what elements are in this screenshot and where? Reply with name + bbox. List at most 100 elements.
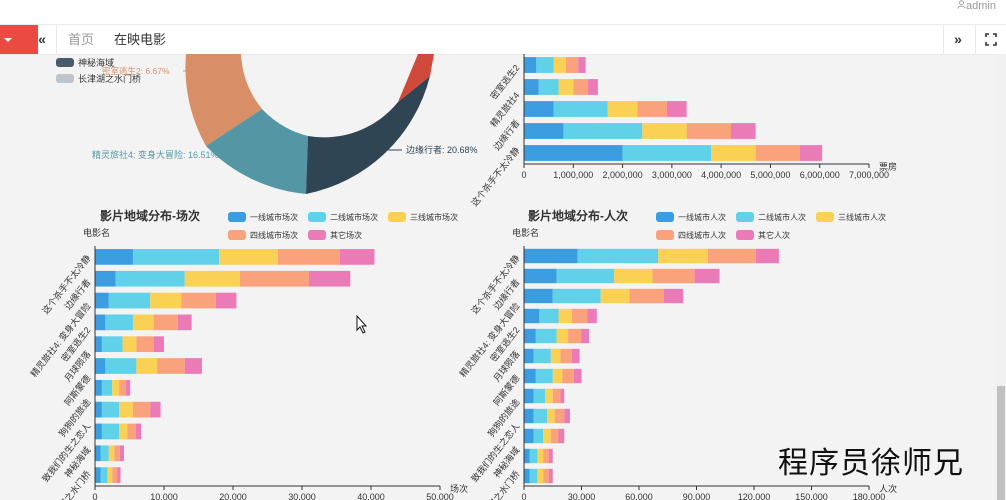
bar-segment[interactable] bbox=[755, 145, 800, 161]
bar-segment[interactable] bbox=[150, 292, 182, 309]
legend-label[interactable]: 二线城市场次 bbox=[330, 212, 378, 222]
bar-segment[interactable] bbox=[558, 428, 565, 444]
bar-segment[interactable] bbox=[556, 328, 569, 344]
bar-segment[interactable] bbox=[708, 248, 756, 264]
bar-segment[interactable] bbox=[552, 368, 563, 384]
bar-segment[interactable] bbox=[556, 268, 615, 284]
scroll-tabs-left-button[interactable]: « bbox=[28, 25, 57, 54]
bar-segment[interactable] bbox=[95, 423, 102, 440]
bar-segment[interactable] bbox=[533, 428, 544, 444]
bar-segment[interactable] bbox=[524, 57, 537, 73]
bar-segment[interactable] bbox=[95, 358, 106, 374]
bar-segment[interactable] bbox=[524, 101, 554, 117]
bar-segment[interactable] bbox=[543, 428, 551, 444]
bar-segment[interactable] bbox=[637, 101, 667, 117]
bar-segment[interactable] bbox=[95, 292, 109, 309]
bar-segment[interactable] bbox=[553, 101, 608, 117]
bar-segment[interactable] bbox=[101, 401, 120, 418]
bar-segment[interactable] bbox=[548, 468, 553, 484]
bar-segment[interactable] bbox=[571, 308, 588, 324]
bar-segment[interactable] bbox=[538, 79, 559, 95]
tab-home[interactable]: 首页 bbox=[68, 32, 95, 47]
bar-segment[interactable] bbox=[100, 467, 108, 483]
bar-segment[interactable] bbox=[642, 123, 687, 139]
legend-label[interactable]: 三线城市场次 bbox=[410, 212, 458, 222]
bar-segment[interactable] bbox=[117, 467, 121, 483]
legend-label[interactable]: 四线城市人次 bbox=[678, 230, 726, 240]
bar-segment[interactable] bbox=[239, 270, 309, 287]
bar-segment[interactable] bbox=[554, 408, 565, 424]
bar-segment[interactable] bbox=[550, 428, 559, 444]
bar-segment[interactable] bbox=[277, 249, 340, 265]
bar-segment[interactable] bbox=[533, 388, 546, 404]
bar-segment[interactable] bbox=[562, 368, 574, 384]
pie-slice-red[interactable] bbox=[398, 54, 434, 102]
bar-segment[interactable] bbox=[95, 467, 101, 483]
bar-segment[interactable] bbox=[543, 468, 549, 484]
bar-segment[interactable] bbox=[184, 270, 240, 287]
legend-label[interactable]: 一线城市人次 bbox=[678, 212, 726, 222]
bar-segment[interactable] bbox=[565, 57, 579, 73]
bar-segment[interactable] bbox=[524, 428, 534, 444]
bar-segment[interactable] bbox=[529, 468, 538, 484]
bar-segment[interactable] bbox=[115, 270, 185, 287]
bar-segment[interactable] bbox=[550, 348, 561, 364]
bar-segment[interactable] bbox=[533, 348, 551, 364]
bar-segment[interactable] bbox=[127, 423, 136, 440]
bar-segment[interactable] bbox=[558, 79, 574, 95]
bar-segment[interactable] bbox=[105, 358, 137, 374]
bar-segment[interactable] bbox=[150, 401, 161, 418]
bar-segment[interactable] bbox=[587, 308, 597, 324]
bar-segment[interactable] bbox=[108, 445, 115, 462]
scroll-tabs-right-button[interactable]: » bbox=[943, 25, 972, 54]
pie-slice-secret-room[interactable] bbox=[185, 54, 262, 146]
bar-segment[interactable] bbox=[711, 145, 756, 161]
bar-segment[interactable] bbox=[122, 336, 137, 353]
bar-segment[interactable] bbox=[755, 248, 779, 264]
bar-segment[interactable] bbox=[548, 448, 553, 464]
pie-slice-edge[interactable] bbox=[306, 76, 430, 194]
bar-segment[interactable] bbox=[524, 408, 534, 424]
bar-segment[interactable] bbox=[537, 448, 544, 464]
bar-segment[interactable] bbox=[101, 379, 113, 396]
bar-segment[interactable] bbox=[114, 445, 120, 462]
bar-segment[interactable] bbox=[524, 348, 534, 364]
bar-segment[interactable] bbox=[536, 57, 554, 73]
bar-segment[interactable] bbox=[524, 288, 553, 304]
bar-segment[interactable] bbox=[686, 123, 731, 139]
tab-now-showing[interactable]: 在映电影 bbox=[114, 32, 167, 47]
bar-segment[interactable] bbox=[663, 288, 684, 304]
bar-segment[interactable] bbox=[524, 368, 536, 384]
bar-segment[interactable] bbox=[219, 249, 278, 265]
bar-segment[interactable] bbox=[112, 379, 120, 396]
bar-segment[interactable] bbox=[524, 308, 540, 324]
bar-segment[interactable] bbox=[573, 368, 582, 384]
bar-segment[interactable] bbox=[524, 468, 530, 484]
bar-segment[interactable] bbox=[539, 308, 559, 324]
bar-segment[interactable] bbox=[132, 401, 151, 418]
bar-segment[interactable] bbox=[564, 408, 570, 424]
bar-segment[interactable] bbox=[95, 379, 102, 396]
bar-segment[interactable] bbox=[153, 336, 164, 353]
bar-segment[interactable] bbox=[629, 288, 664, 304]
bar-segment[interactable] bbox=[547, 408, 555, 424]
bar-segment[interactable] bbox=[577, 248, 659, 264]
bar-segment[interactable] bbox=[545, 388, 553, 404]
page-scrollbar-thumb[interactable] bbox=[997, 386, 1005, 500]
bar-segment[interactable] bbox=[581, 328, 590, 344]
bar-segment[interactable] bbox=[177, 314, 192, 331]
bar-segment[interactable] bbox=[535, 368, 553, 384]
fullscreen-button[interactable] bbox=[975, 25, 1006, 54]
pie-slice-hotel[interactable] bbox=[206, 109, 308, 194]
user-menu[interactable]: admin bbox=[957, 0, 996, 12]
bar-segment[interactable] bbox=[543, 448, 549, 464]
bar-segment[interactable] bbox=[132, 314, 154, 331]
legend-label-mystery[interactable]: 神秘海域 bbox=[78, 57, 114, 68]
bar-segment[interactable] bbox=[95, 249, 133, 265]
bar-segment[interactable] bbox=[95, 314, 106, 331]
legend-label[interactable]: 其它场次 bbox=[330, 230, 362, 240]
bar-segment[interactable] bbox=[694, 268, 720, 284]
bar-segment[interactable] bbox=[524, 268, 557, 284]
bar-segment[interactable] bbox=[552, 388, 561, 404]
bar-segment[interactable] bbox=[524, 448, 530, 464]
